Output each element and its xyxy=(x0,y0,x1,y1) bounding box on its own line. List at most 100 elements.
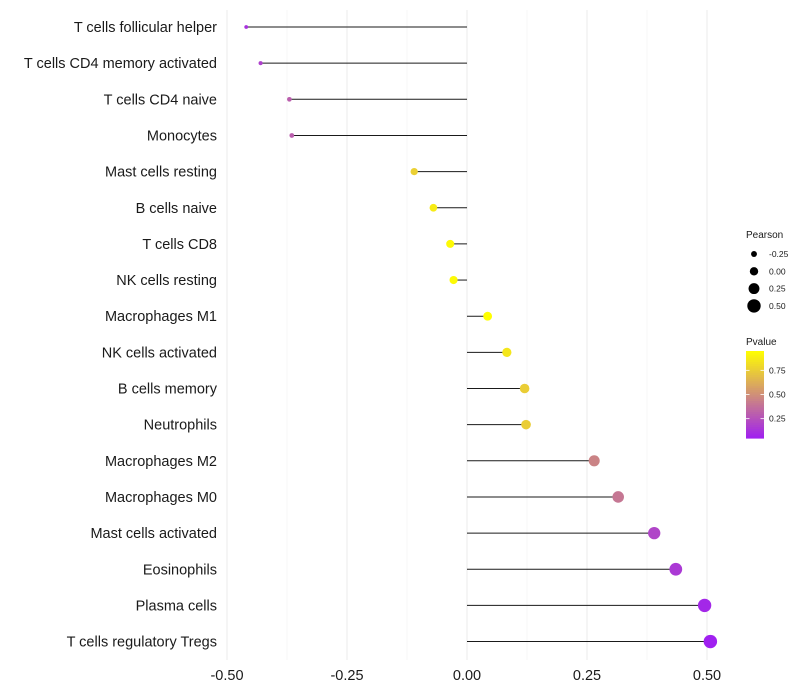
colorbar-segment xyxy=(746,429,764,433)
colorbar-segment xyxy=(746,353,764,356)
category-label: T cells regulatory Tregs xyxy=(67,635,217,651)
size-legend-key xyxy=(747,299,761,313)
data-point xyxy=(648,526,661,540)
data-point xyxy=(446,239,455,248)
colorbar-segment xyxy=(746,390,764,393)
data-points xyxy=(244,25,718,649)
color-legend-label: 0.75 xyxy=(769,365,786,375)
colorbar-segment xyxy=(746,355,764,359)
data-point xyxy=(521,419,531,430)
x-tick-label: -0.50 xyxy=(210,668,243,684)
data-point xyxy=(483,311,493,321)
category-label: Macrophages M1 xyxy=(105,309,217,325)
category-label: Mast cells resting xyxy=(105,165,217,181)
colorbar-segment xyxy=(746,377,764,380)
category-label: Plasma cells xyxy=(136,598,217,614)
data-point xyxy=(612,491,624,503)
colorbar-segment xyxy=(746,385,764,389)
colorbar-segment xyxy=(746,394,764,398)
colorbar-segment xyxy=(746,427,764,430)
y-axis-labels: T cells follicular helper T cells CD4 mem… xyxy=(24,20,218,651)
size-legend-key xyxy=(751,251,757,257)
colorbar-segment xyxy=(746,381,764,385)
data-point xyxy=(410,167,418,176)
colorbar-segment xyxy=(746,374,764,378)
x-tick-label: -0.25 xyxy=(330,668,363,684)
data-point xyxy=(669,562,683,576)
colorbar-segment xyxy=(746,405,764,409)
colorbar-segment xyxy=(746,403,764,406)
data-point xyxy=(588,455,600,467)
x-tick-label: 0.25 xyxy=(573,668,601,684)
color-legend: Pvalue 0.75 0.50 0.25 xyxy=(746,337,786,439)
colorbar-segment xyxy=(746,407,764,411)
color-legend-label: 0.25 xyxy=(769,414,786,424)
colorbar-segment xyxy=(746,409,764,413)
colorbar-segment xyxy=(746,433,764,437)
colorbar-segment xyxy=(746,435,764,439)
data-point xyxy=(429,203,438,212)
data-point xyxy=(287,96,292,102)
x-tick-label: 0.00 xyxy=(453,668,481,684)
size-legend-label: -0.25 xyxy=(769,249,789,259)
colorbar-segment xyxy=(746,368,764,372)
color-legend-title: Pvalue xyxy=(746,337,777,348)
category-label: T cells CD4 naive xyxy=(104,92,217,108)
colorbar-segment xyxy=(746,424,764,428)
colorbar-segment xyxy=(746,418,764,422)
colorbar-segment xyxy=(746,351,764,354)
category-label: NK cells activated xyxy=(102,345,217,361)
colorbar-segment xyxy=(746,364,764,367)
category-label: T cells follicular helper xyxy=(74,20,217,36)
data-point xyxy=(697,598,712,613)
size-legend: Pearson -0.25 0.00 0.25 0.50 xyxy=(746,230,789,313)
colorbar-segment xyxy=(746,431,764,435)
colorbar-segment xyxy=(746,370,764,374)
category-label: Macrophages M2 xyxy=(105,454,217,470)
grid-lines xyxy=(226,10,708,660)
data-point xyxy=(519,383,530,394)
colorbar-segment xyxy=(746,379,764,383)
x-axis-tick-labels: -0.50 -0.25 0.00 0.25 0.50 xyxy=(210,668,721,684)
category-label: B cells naive xyxy=(136,201,217,217)
colorbar-segment xyxy=(746,411,764,415)
category-label: Neutrophils xyxy=(144,418,217,434)
colorbar-segment xyxy=(746,398,764,402)
category-label: T cells CD8 xyxy=(142,237,217,253)
category-label: T cells CD4 memory activated xyxy=(24,56,217,72)
size-legend-label: 0.00 xyxy=(769,266,786,276)
x-tick-label: 0.50 xyxy=(693,668,721,684)
colorbar-segment xyxy=(746,392,764,396)
data-point xyxy=(703,634,718,649)
colorbar-segment xyxy=(746,401,764,404)
color-legend-label: 0.50 xyxy=(769,390,786,400)
category-label: Eosinophils xyxy=(143,562,217,578)
category-label: B cells memory xyxy=(118,382,218,398)
colorbar-segment xyxy=(746,357,764,361)
colorbar-segment xyxy=(746,420,764,424)
colorbar-segment xyxy=(746,383,764,387)
colorbar-segment xyxy=(746,422,764,426)
size-legend-label: 0.50 xyxy=(769,301,786,311)
stems xyxy=(246,26,711,643)
colorbar-segment xyxy=(746,387,764,391)
data-point xyxy=(502,347,512,357)
colorbar-segment xyxy=(746,396,764,400)
colorbar-segment xyxy=(746,359,764,363)
data-point xyxy=(258,61,263,66)
category-label: Monocytes xyxy=(147,128,217,144)
size-legend-label: 0.25 xyxy=(769,284,786,294)
size-legend-title: Pearson xyxy=(746,230,783,241)
category-label: NK cells resting xyxy=(116,273,217,289)
data-point xyxy=(244,25,249,29)
colorbar-segment xyxy=(746,414,764,417)
colorbar-segment xyxy=(746,416,764,420)
colorbar-segment xyxy=(746,366,764,369)
size-legend-key xyxy=(748,283,760,295)
data-point xyxy=(289,133,295,138)
data-point xyxy=(449,275,458,285)
colorbar-segment xyxy=(746,372,764,376)
size-legend-key xyxy=(749,267,759,276)
category-label: Mast cells activated xyxy=(90,526,217,542)
